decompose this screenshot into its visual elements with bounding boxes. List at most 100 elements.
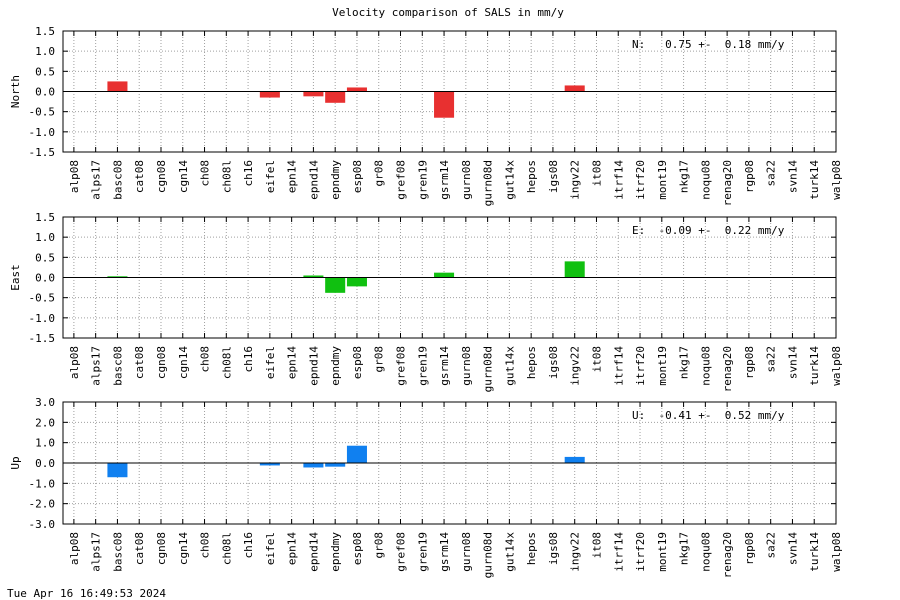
east-xtick-label-cgn08: cgn08 xyxy=(155,346,168,379)
east-xtick-label-alps17: alps17 xyxy=(90,346,103,386)
north-xtick-label-ch08: ch08 xyxy=(199,160,212,187)
up-xtick-label-it08: it08 xyxy=(590,532,603,559)
east-xtick-label-gren19: gren19 xyxy=(416,346,429,386)
up-ytick-label: 2.0 xyxy=(35,416,55,429)
up-xtick-label-itrf20: itrf20 xyxy=(634,532,647,572)
east-xtick-label-alp08: alp08 xyxy=(68,346,81,379)
north-xtick-label-it08: it08 xyxy=(590,160,603,187)
up-bar-epndmy xyxy=(325,463,346,467)
north-bar-epndmy xyxy=(325,91,346,103)
east-annotation: E: -0.09 +- 0.22 mm/y xyxy=(632,224,785,237)
north-bar-gsrm14 xyxy=(434,91,455,118)
east-ytick-label: 1.0 xyxy=(35,231,55,244)
north-xtick-label-epn14: epn14 xyxy=(286,160,299,193)
east-xtick-label-walp08: walp08 xyxy=(830,346,843,386)
east-ytick-label: 0.5 xyxy=(35,251,55,264)
east-xtick-label-ch08: ch08 xyxy=(199,346,212,373)
north-xtick-label-ch16: ch16 xyxy=(242,160,255,187)
up-bar-esp08 xyxy=(346,445,367,463)
north-annotation: N: 0.75 +- 0.18 mm/y xyxy=(632,38,785,51)
north-ytick-label: 1.0 xyxy=(35,45,55,58)
north-xtick-label-igs08: igs08 xyxy=(547,160,560,193)
north-xtick-label-cat08: cat08 xyxy=(133,160,146,193)
east-ytick-label: 1.5 xyxy=(35,211,55,224)
up-xtick-label-gr08: gr08 xyxy=(373,532,386,559)
north-xtick-label-gren19: gren19 xyxy=(416,160,429,200)
north-xtick-label-gref08: gref08 xyxy=(395,160,408,200)
up-ytick-label: -3.0 xyxy=(29,518,56,531)
east-xtick-label-gsrm14: gsrm14 xyxy=(438,346,451,386)
north-xtick-label-gsrm14: gsrm14 xyxy=(438,160,451,200)
east-xtick-label-epnd14: epnd14 xyxy=(307,346,320,386)
up-xtick-label-ingv22: ingv22 xyxy=(569,532,582,572)
up-xtick-label-rgp08: rgp08 xyxy=(743,532,756,565)
up-xtick-label-basc08: basc08 xyxy=(111,532,124,572)
east-xtick-label-ingv22: ingv22 xyxy=(569,346,582,386)
north-xtick-label-gr08: gr08 xyxy=(373,160,386,187)
up-xtick-label-nkg17: nkg17 xyxy=(678,532,691,565)
north-xtick-label-gut14x: gut14x xyxy=(503,160,516,200)
up-ytick-label: 0.0 xyxy=(35,457,55,470)
up-xtick-label-ch16: ch16 xyxy=(242,532,255,559)
north-xtick-label-esp08: esp08 xyxy=(351,160,364,193)
north-xtick-label-alps17: alps17 xyxy=(90,160,103,200)
up-xtick-label-gren19: gren19 xyxy=(416,532,429,572)
east-axis-label: East xyxy=(9,264,22,291)
north-xtick-label-basc08: basc08 xyxy=(111,160,124,200)
east-bar-basc08 xyxy=(107,276,128,278)
up-annotation: U: -0.41 +- 0.52 mm/y xyxy=(632,409,785,422)
north-ytick-label: 0.0 xyxy=(35,86,55,99)
north-ytick-label: -0.5 xyxy=(29,106,56,119)
up-ytick-label: 3.0 xyxy=(35,396,55,409)
north-axis-label: North xyxy=(9,75,22,108)
east-xtick-label-gr08: gr08 xyxy=(373,346,386,373)
up-xtick-label-renag20: renag20 xyxy=(721,532,734,578)
up-xtick-label-cgn14: cgn14 xyxy=(177,532,190,565)
east-ytick-label: -0.5 xyxy=(29,292,56,305)
up-xtick-label-itrf14: itrf14 xyxy=(612,532,625,572)
east-xtick-label-gut14x: gut14x xyxy=(503,346,516,386)
north-ytick-label: 0.5 xyxy=(35,65,55,78)
north-ytick-label: 1.5 xyxy=(35,25,55,38)
east-xtick-label-eifel: eifel xyxy=(264,346,277,379)
north-xtick-label-ingv22: ingv22 xyxy=(569,160,582,200)
east-xtick-label-cat08: cat08 xyxy=(133,346,146,379)
timestamp: Tue Apr 16 16:49:53 2024 xyxy=(7,587,166,600)
east-bar-ingv22 xyxy=(564,261,585,278)
up-xtick-label-hepos: hepos xyxy=(525,532,538,565)
north-bar-ingv22 xyxy=(564,85,585,92)
up-xtick-label-cat08: cat08 xyxy=(133,532,146,565)
east-xtick-label-rgp08: rgp08 xyxy=(743,346,756,379)
east-bar-epnd14 xyxy=(303,275,324,278)
east-xtick-label-ch16: ch16 xyxy=(242,346,255,373)
east-bar-gsrm14 xyxy=(434,272,455,278)
east-bar-epndmy xyxy=(325,277,346,293)
chart-title: Velocity comparison of SALS in mm/y xyxy=(332,6,564,19)
north-xtick-label-cgn14: cgn14 xyxy=(177,160,190,193)
up-xtick-label-esp08: esp08 xyxy=(351,532,364,565)
east-xtick-label-gref08: gref08 xyxy=(395,346,408,386)
east-xtick-label-esp08: esp08 xyxy=(351,346,364,379)
east-xtick-label-gurn08d: gurn08d xyxy=(482,346,495,392)
up-bar-ingv22 xyxy=(564,456,585,463)
east-bar-esp08 xyxy=(346,277,367,287)
up-ytick-label: 1.0 xyxy=(35,437,55,450)
up-bar-eifel xyxy=(259,463,280,466)
up-xtick-label-alps17: alps17 xyxy=(90,532,103,572)
east-xtick-label-ch08l: ch08l xyxy=(220,346,233,379)
east-xtick-label-it08: it08 xyxy=(590,346,603,373)
up-xtick-label-turk14: turk14 xyxy=(808,532,821,572)
up-xtick-label-svn14: svn14 xyxy=(786,532,799,565)
east-xtick-label-igs08: igs08 xyxy=(547,346,560,379)
up-xtick-label-epndmy: epndmy xyxy=(329,532,342,572)
east-xtick-label-basc08: basc08 xyxy=(111,346,124,386)
up-bar-basc08 xyxy=(107,463,128,478)
east-panel: 1.5 1.0 0.5 0.0 -0.5 -1.0 -1.5 alp08 alps17 basc0… xyxy=(9,211,843,392)
north-xtick-label-renag20: renag20 xyxy=(721,160,734,206)
up-ytick-label: -2.0 xyxy=(29,498,56,511)
up-xtick-label-eifel: eifel xyxy=(264,532,277,565)
north-xtick-label-eifel: eifel xyxy=(264,160,277,193)
north-xtick-label-nkg17: nkg17 xyxy=(678,160,691,193)
north-xtick-label-gurn08: gurn08 xyxy=(460,160,473,200)
east-xtick-label-cgn14: cgn14 xyxy=(177,346,190,379)
